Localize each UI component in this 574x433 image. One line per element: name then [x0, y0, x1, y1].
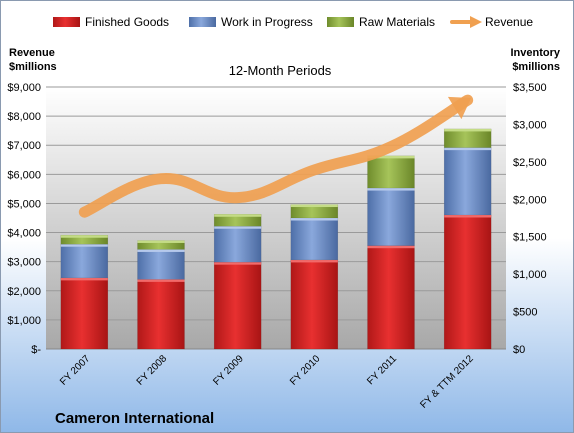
bar-highlight: [137, 249, 185, 252]
left-tick-label: $5,000: [7, 198, 41, 210]
gridlines: [46, 86, 506, 350]
bar-finished-goods: [443, 214, 492, 350]
left-tick-label: $6,000: [7, 169, 41, 181]
bar-highlight: [367, 188, 415, 191]
right-tick-label: $500: [513, 307, 537, 319]
right-tick-label: $3,000: [513, 119, 547, 131]
right-tick-label: $1,000: [513, 269, 547, 281]
bar-highlight: [444, 147, 492, 151]
bar-finished-goods: [213, 261, 262, 350]
bar-finished-goods: [367, 245, 415, 350]
right-tick-label: $1,500: [513, 232, 547, 244]
revenue-arrowhead: [447, 96, 472, 120]
bar-highlight: [214, 214, 262, 217]
bar-highlight: [444, 128, 492, 132]
bar-highlight: [60, 277, 108, 281]
bar-highlight: [60, 235, 108, 238]
left-axis-title-line1: Revenue: [9, 47, 55, 59]
bar-raw-materials: [367, 155, 415, 189]
bar-finished-goods: [60, 277, 109, 350]
legend-swatch-finished-goods: [53, 17, 80, 27]
bar-work-in-progress: [443, 147, 492, 216]
bar-highlight: [367, 155, 415, 159]
bars: [60, 128, 492, 350]
right-axis-title-line2: $millions: [512, 61, 560, 73]
legend-label-revenue: Revenue: [485, 15, 533, 29]
bar-highlight: [290, 204, 338, 208]
left-axis-title-line2: $millions: [9, 61, 57, 73]
right-axis-ticks: $0 $500 $1,000 $1,500 $2,000 $2,500 $3,000 $3,5…: [513, 82, 547, 356]
right-axis-title-line1: Inventory: [510, 47, 560, 59]
right-tick-label: $2,000: [513, 194, 547, 206]
bar-raw-materials: [443, 128, 492, 148]
left-tick-label: $4,000: [7, 228, 41, 240]
bar-work-in-progress: [60, 243, 109, 279]
bar-highlight: [290, 259, 338, 263]
bar-highlight: [290, 218, 338, 221]
bar-highlight: [444, 215, 492, 218]
bar-highlight: [214, 226, 262, 229]
left-tick-label: $1,000: [7, 315, 41, 327]
bar-work-in-progress: [290, 217, 339, 261]
bar-highlight: [60, 244, 108, 247]
bar-highlight: [137, 279, 185, 282]
left-tick-label: $8,000: [7, 111, 41, 123]
legend-swatch-revenue: [450, 16, 482, 28]
bar-work-in-progress: [213, 225, 262, 263]
left-tick-label: $7,000: [7, 140, 41, 152]
bar-work-in-progress: [137, 249, 185, 280]
legend-label-finished-goods: Finished Goods: [85, 15, 169, 29]
company-name: Cameron International: [55, 410, 214, 427]
right-tick-label: $2,500: [513, 157, 547, 169]
bar-highlight: [367, 245, 415, 249]
left-tick-label: $2,000: [7, 286, 41, 298]
left-axis-ticks: $- $1,000 $2,000 $3,000 $4,000 $5,000 $6,000 $7…: [7, 82, 41, 356]
bar-finished-goods: [290, 259, 339, 350]
left-tick-label: $3,000: [7, 257, 41, 269]
bar-highlight: [214, 262, 262, 265]
legend-swatch-raw-materials: [327, 17, 354, 27]
right-tick-label: $0: [513, 344, 525, 356]
bar-work-in-progress: [367, 187, 415, 246]
right-tick-label: $3,500: [513, 82, 547, 94]
legend-swatch-work-in-progress: [189, 17, 216, 27]
revenue-line: [78, 94, 474, 218]
bar-finished-goods: [137, 279, 185, 350]
chart-title: 12-Month Periods: [229, 63, 332, 78]
legend: Finished Goods Work in Progress Raw Mate…: [53, 15, 533, 29]
legend-label-work-in-progress: Work in Progress: [221, 15, 313, 29]
left-tick-label: $-: [31, 344, 41, 356]
revenue-series: [78, 94, 474, 218]
bar-highlight: [137, 240, 185, 243]
legend-label-raw-materials: Raw Materials: [359, 15, 435, 29]
left-tick-label: $9,000: [7, 82, 41, 94]
